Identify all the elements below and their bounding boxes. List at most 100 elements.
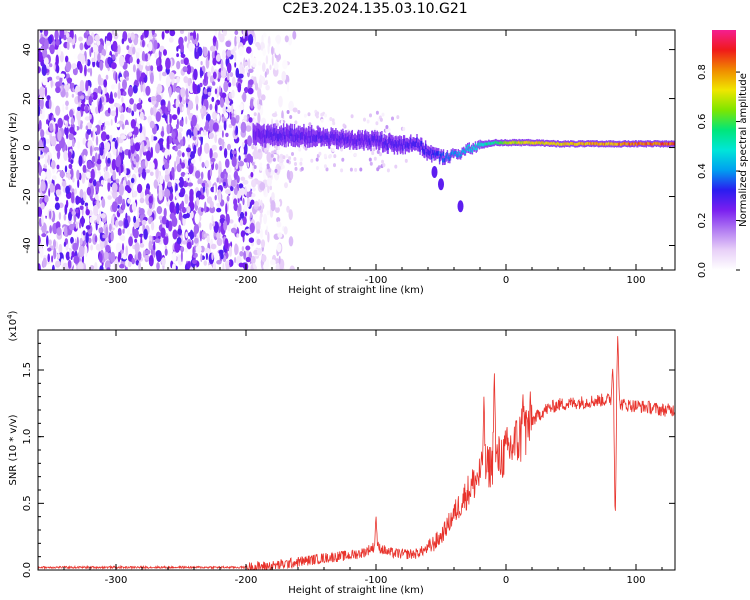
spectrogram-noise-cell: [199, 144, 202, 155]
spectrogram-noise-cell: [192, 30, 197, 40]
spectrogram-noise-cell: [207, 50, 210, 61]
spectrogram-ridge-core: [445, 154, 448, 159]
spectrogram-noise-cell: [169, 58, 173, 69]
spectrogram-ridge-core: [385, 138, 387, 146]
spectrogram-noise-cell: [185, 88, 189, 99]
spectrogram-ridge-core: [337, 138, 339, 146]
spectrogram-noise-cell: [139, 243, 145, 248]
spectrogram-noise-cell: [171, 131, 176, 139]
spectrogram-noise-cell: [77, 53, 84, 62]
spectrogram-y-tick-label: -20: [22, 188, 33, 204]
spectrogram-noise-cell: [185, 231, 189, 239]
spectrogram-ridge-core: [525, 140, 527, 144]
spectrogram-noise-cell: [43, 205, 49, 217]
spectrogram-ridge-halo: [316, 111, 320, 116]
spectrogram-ridge-core: [643, 142, 645, 146]
spectrogram-noise-cell: [229, 260, 232, 268]
spectrogram-noise-cell: [180, 171, 186, 177]
spectrogram-noise-cell: [119, 263, 125, 269]
spectrogram-ridge-core: [523, 140, 526, 144]
spectrogram-noise-cell: [112, 40, 118, 52]
spectrogram-ridge-core: [305, 132, 307, 140]
spectrogram-ridge-core: [326, 132, 328, 140]
spectrogram-ridge-core: [343, 134, 345, 142]
spectrogram-ridge-core: [670, 141, 672, 145]
spectrogram-ridge-core: [325, 135, 328, 142]
spectrogram-ridge-core: [338, 135, 340, 143]
spectrogram-noise-cell: [275, 263, 280, 270]
spectrogram-ridge-core: [396, 141, 398, 148]
spectrogram-x-tick-label: -300: [105, 275, 128, 286]
spectrogram-ridge-core: [661, 142, 663, 146]
spectrogram-noise-cell: [90, 168, 95, 181]
spectrogram-noise-cell: [124, 71, 127, 79]
spectrogram-ridge-core: [334, 133, 336, 141]
spectrogram-noise-cell: [127, 198, 132, 204]
spectrogram-noise-cell: [126, 45, 130, 51]
spectrogram-noise-cell: [98, 226, 104, 234]
spectrogram-ridge-core: [526, 140, 528, 144]
spectrogram-noise-cell: [135, 153, 140, 163]
spectrogram-ridge-core: [282, 132, 284, 140]
spectrogram-noise-cell: [49, 63, 53, 68]
spectrogram-noise-cell: [58, 212, 62, 220]
spectrogram-ridge-halo: [342, 123, 346, 128]
spectrogram-noise-cell: [214, 135, 218, 144]
spectrogram-noise-cell: [156, 206, 163, 215]
spectrogram-ridge-core: [417, 142, 420, 148]
spectrogram-noise-cell: [216, 202, 222, 207]
spectrogram-noise-cell: [161, 31, 165, 40]
spectrogram-ridge-core: [396, 144, 399, 151]
spectrogram-ridge-core: [389, 138, 392, 145]
spectrogram-ridge-core: [368, 138, 371, 146]
spectrogram-noise-cell: [147, 31, 153, 41]
spectrogram-noise-cell: [134, 238, 138, 243]
spectrogram-ridge-core: [291, 128, 293, 137]
spectrogram-noise-cell: [167, 114, 170, 125]
spectrogram-noise-cell: [83, 32, 88, 39]
spectrogram-noise-cell: [151, 134, 154, 143]
colorbar-tick-label: 0.6: [697, 114, 708, 130]
spectrogram-ridge-core: [345, 134, 347, 141]
spectrogram-noise-cell: [274, 44, 280, 56]
spectrogram-noise-cell: [243, 115, 248, 121]
spectrogram-noise-cell: [160, 130, 165, 137]
spectrogram-ridge-core: [342, 132, 344, 140]
spectrogram-ridge-core: [318, 132, 320, 140]
spectrogram-ridge-core: [545, 141, 547, 145]
spectrogram-noise-cell: [288, 34, 293, 46]
spectrogram-noise-cell: [197, 178, 203, 185]
spectrogram-ridge-core: [518, 140, 520, 144]
spectrogram-noise-cell: [181, 152, 185, 158]
spectrogram-noise-cell: [100, 213, 106, 219]
spectrogram-noise-cell: [256, 67, 259, 75]
spectrogram-noise-cell: [111, 84, 115, 90]
spectrogram-noise-cell: [220, 59, 224, 72]
spectrogram-noise-cell: [103, 170, 110, 181]
spectrogram-ridge-halo: [349, 167, 353, 172]
spectrogram-ridge-halo: [379, 152, 382, 157]
spectrogram-noise-cell: [38, 156, 41, 161]
spectrogram-noise-cell: [118, 183, 124, 196]
spectrogram-noise-cell: [230, 33, 234, 40]
spectrogram-noise-cell: [251, 144, 255, 150]
spectrogram-noise-cell: [250, 211, 252, 219]
spectrogram-noise-cell: [240, 230, 246, 238]
spectrogram-ridge-core: [304, 134, 306, 142]
spectrogram-ridge-core: [590, 141, 592, 145]
spectrogram-ridge-halo: [285, 154, 289, 159]
spectrogram-ridge-core: [467, 144, 469, 149]
spectrogram-noise-cell: [182, 213, 188, 219]
spectrogram-ridge-core: [495, 140, 497, 144]
page-title: C2E3.2024.135.03.10.G21: [282, 1, 468, 17]
spectrogram-noise-cell: [186, 64, 192, 75]
spectrogram-noise-cell: [51, 160, 56, 170]
spectrogram-noise-cell: [79, 222, 82, 229]
spectrogram-noise-cell: [38, 51, 44, 63]
spectrogram-ridge-halo: [385, 128, 389, 133]
spectrogram-ridge-core: [555, 142, 557, 146]
spectrogram-noise-cell: [74, 125, 77, 132]
spectrogram-noise-cell: [221, 130, 224, 138]
spectrogram-ridge-core: [640, 142, 643, 146]
